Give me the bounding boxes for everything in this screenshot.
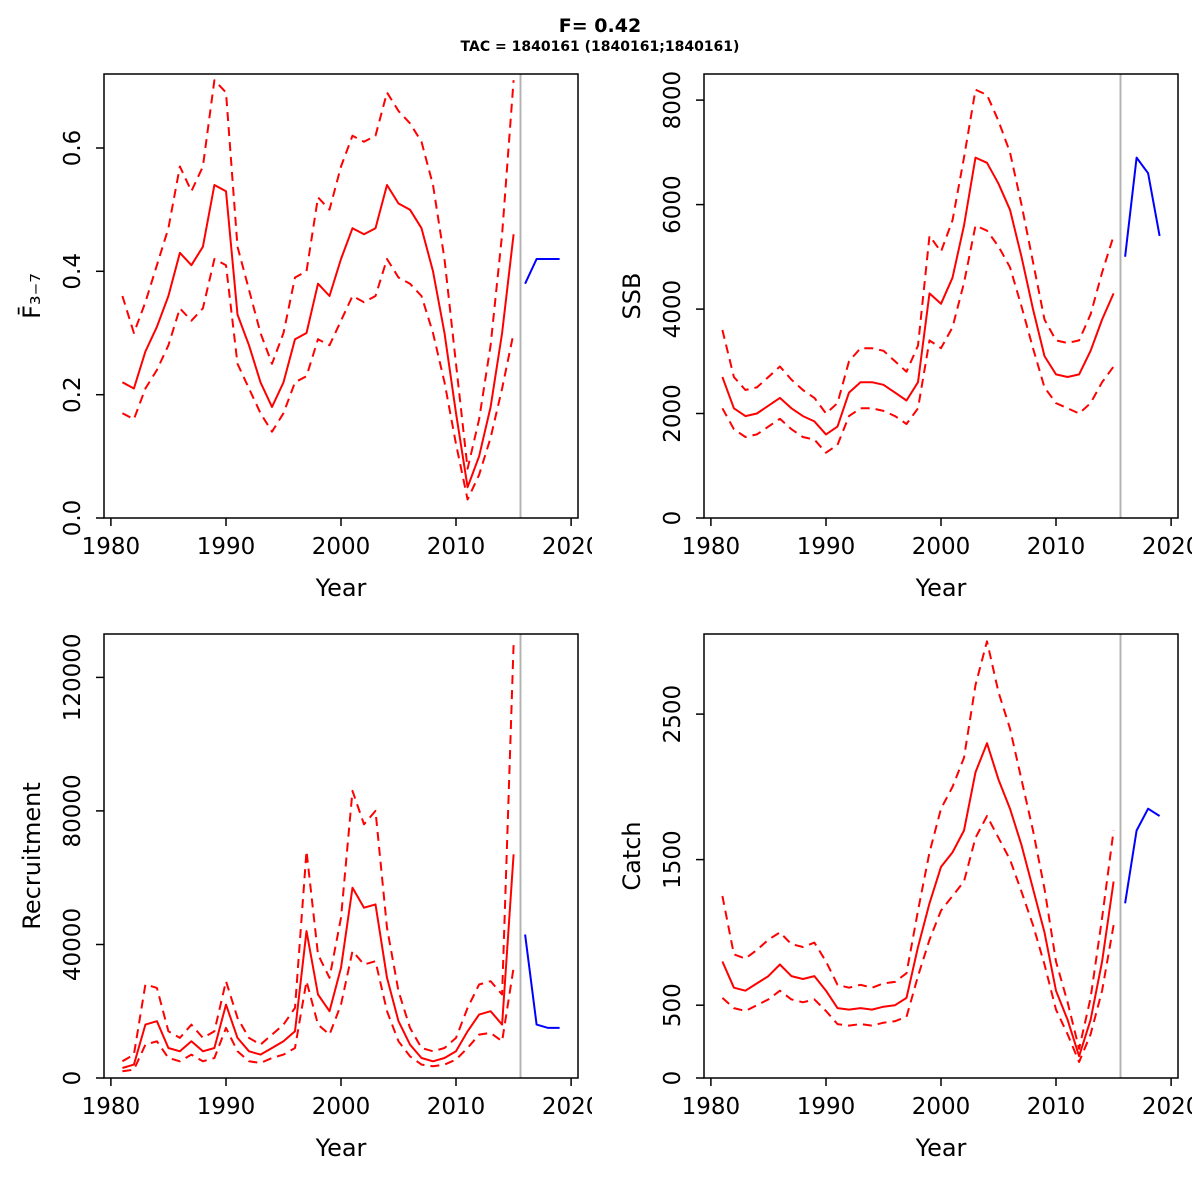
median-line: [122, 854, 515, 1069]
y-axis-title: F̄₃₋₇: [17, 273, 46, 319]
lower-ci-line: [121, 258, 515, 501]
lower-ci-line: [721, 815, 1115, 1063]
x-tick-label: 2000: [312, 534, 371, 560]
y-tick-label: 500: [660, 983, 686, 1027]
y-tick-label: 2500: [660, 685, 686, 744]
x-tick-label: 2000: [912, 1094, 971, 1120]
x-tick-label: 1980: [682, 534, 741, 560]
y-tick-label: 0.6: [60, 130, 86, 167]
y-tick-label: 2000: [660, 384, 686, 443]
x-tick-label: 1980: [682, 1094, 741, 1120]
y-tick-label: 0: [60, 1071, 86, 1086]
y-tick-label: 0: [660, 511, 686, 526]
y-tick-label: 120000: [60, 633, 86, 721]
x-axis-title: Year: [915, 1134, 967, 1162]
x-tick-label: 2000: [912, 534, 971, 560]
x-tick-label: 1990: [197, 1094, 256, 1120]
x-tick-label: 1990: [197, 534, 256, 560]
plot-header: F= 0.42 TAC = 1840161 (1840161;1840161): [0, 0, 1200, 58]
lower-ci-line: [721, 224, 1115, 454]
y-tick-label: 6000: [660, 175, 686, 234]
forecast-line: [524, 934, 560, 1029]
lower-ci-line: [122, 950, 515, 1073]
y-tick-label: 0.4: [60, 253, 86, 290]
plot-box: [703, 633, 1179, 1079]
y-axis-title: Recruitment: [18, 782, 46, 929]
y-axis-title: SSB: [618, 273, 646, 320]
x-tick-label: 1990: [797, 534, 856, 560]
x-axis-title: Year: [915, 574, 967, 602]
x-axis-title: Year: [315, 574, 367, 602]
y-tick-label: 0.0: [60, 500, 86, 537]
x-tick-label: 1980: [82, 534, 141, 560]
upper-ci-line: [721, 88, 1115, 415]
x-tick-label: 2010: [1027, 1094, 1086, 1120]
forecast-line: [1124, 807, 1161, 904]
y-tick-label: 40000: [60, 908, 86, 981]
y-tick-label: 80000: [60, 774, 86, 847]
plot-box: [703, 73, 1179, 519]
x-tick-label: 2010: [1027, 534, 1086, 560]
y-tick-label: 1500: [660, 830, 686, 889]
plot-title: F= 0.42: [558, 15, 642, 37]
y-tick-label: 0.2: [60, 376, 86, 413]
forecast-line: [524, 258, 560, 285]
upper-ci-line: [721, 640, 1115, 1050]
median-line: [721, 742, 1115, 1058]
x-tick-label: 1990: [797, 1094, 856, 1120]
median-line: [721, 156, 1115, 436]
median-line: [121, 184, 515, 489]
upper-ci-line: [121, 643, 515, 1063]
x-tick-label: 2000: [312, 1094, 371, 1120]
y-tick-label: 0: [660, 1071, 686, 1086]
y-tick-label: 8000: [660, 71, 686, 130]
upper-ci-line: [121, 79, 515, 470]
x-tick-label: 2010: [427, 534, 486, 560]
x-tick-label: 1980: [82, 1094, 141, 1120]
forecast-line: [1124, 156, 1161, 257]
x-axis-title: Year: [315, 1134, 367, 1162]
plot-subtitle: TAC = 1840161 (1840161;1840161): [460, 39, 740, 55]
x-tick-label: 2010: [427, 1094, 486, 1120]
y-axis-title: Catch: [618, 821, 646, 890]
y-tick-label: 4000: [660, 280, 686, 339]
